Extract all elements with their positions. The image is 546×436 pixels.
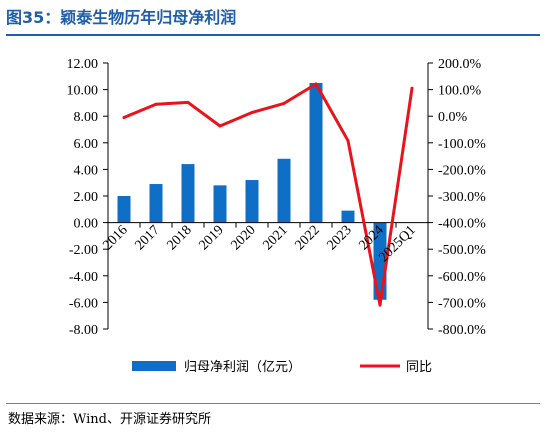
right-axis-tick-label: 200.0% [438,57,482,72]
bar-2023 [341,210,355,223]
bar-2022 [309,82,323,223]
right-axis-tick-label: -800.0% [438,323,486,338]
legend-bar-label: 归母净利润（亿元） [184,360,301,375]
chart-title: 图35：颖泰生物历年归母净利润 [6,8,237,27]
left-axis-tick-label: 2.00 [74,190,99,205]
chart-area: 12.00 10.00 8.00 6.00 4.00 2.00 0.00 -2.00 -4.00… [67,57,487,375]
left-axis-tick-label: -2.00 [69,243,98,258]
bar-2021 [277,158,291,223]
right-axis-tick-label: -500.0% [438,243,486,258]
right-axis-tick-label: -100.0% [438,137,486,152]
left-axis-tick-label: 12.00 [67,57,99,72]
right-y-axis: 200.0% 100.0% 0.0% -100.0% -200.0% -300.0% -40… [427,57,486,338]
yoy-point-2022 [314,82,318,86]
left-y-axis: 12.00 10.00 8.00 6.00 4.00 2.00 0.00 -2.00 -4.00… [67,57,109,338]
yoy-point-2021 [282,101,286,105]
left-axis-tick-label: -4.00 [69,270,98,285]
yoy-point-2023 [346,139,350,143]
x-axis-zero-line [107,222,429,228]
right-axis-tick-label: -400.0% [438,217,486,232]
bar-series [117,82,387,300]
yoy-point-2018 [186,100,190,104]
yoy-point-2017 [154,102,158,106]
left-axis-tick-label: 4.00 [74,163,99,178]
x-label-2017: 2017 [132,223,162,253]
left-axis-tick-label: 6.00 [74,137,99,152]
bar-2017 [149,184,163,223]
right-axis-tick-label: -600.0% [438,270,486,285]
bar-2016 [117,196,131,223]
x-label-2023: 2023 [324,223,354,253]
x-label-2020: 2020 [228,223,258,253]
left-axis-tick-label: -6.00 [69,296,98,311]
right-axis-tick-label: -300.0% [438,190,486,205]
yoy-point-2025Q1 [410,86,414,90]
right-axis-tick-label: -700.0% [438,296,486,311]
yoy-point-2024 [378,303,382,307]
right-axis-tick-label: 100.0% [438,84,482,99]
footer-divider [6,403,540,404]
legend-bar-swatch [132,361,176,371]
right-axis-tick-label: -200.0% [438,163,486,178]
left-axis-tick-label: 8.00 [74,110,99,125]
bar-2019 [213,185,227,223]
right-axis-tick-label: 0.0% [438,110,468,125]
x-label-2018: 2018 [164,223,194,253]
yoy-point-2016 [122,116,126,120]
left-axis-tick-label: 0.00 [74,217,99,232]
yoy-point-2020 [250,110,254,114]
x-label-2022: 2022 [292,223,322,253]
legend-line-label: 同比 [406,360,432,375]
x-label-2021: 2021 [260,223,290,253]
yoy-point-2019 [218,124,222,128]
legend: 归母净利润（亿元） 同比 [132,360,432,375]
source-note: 数据来源：Wind、开源证券研究所 [8,412,211,427]
yoy-line [122,82,414,307]
bar-2018 [181,164,195,223]
x-label-2016: 2016 [100,223,130,253]
title-divider [6,34,540,36]
left-axis-tick-label: 10.00 [67,84,99,99]
x-label-2019: 2019 [196,223,226,253]
line-series [122,82,414,307]
left-axis-tick-label: -8.00 [69,323,98,338]
bar-2020 [245,180,259,223]
